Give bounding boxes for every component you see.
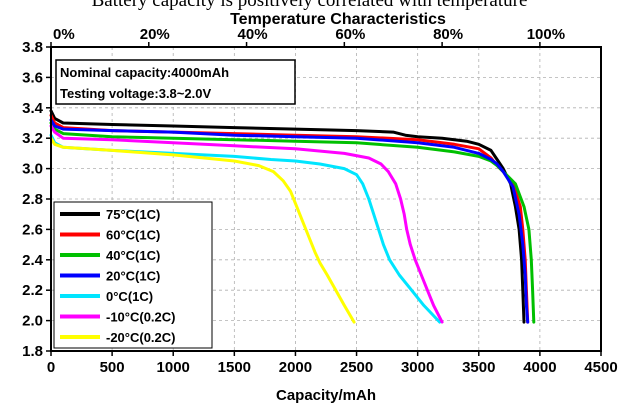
y-tick-label-3-4: 3.4 [22, 100, 44, 117]
y-tick-label-2-8: 2.8 [22, 191, 43, 208]
x-tick-label-1500: 1500 [218, 359, 251, 376]
annotation-nominal-capacity: Nominal capacity:4000mAh [60, 65, 229, 80]
x-tick-label-4500: 4500 [584, 359, 617, 376]
series-line-10degc-0-2c [49, 124, 444, 324]
top-tick-label-0: 0% [53, 26, 75, 43]
annotation-testing-voltage: Testing voltage:3.8~2.0V [60, 86, 211, 101]
x-tick-label-2500: 2500 [340, 359, 373, 376]
x-tick-label-1000: 1000 [157, 359, 190, 376]
x-axis-label: Capacity/mAh [276, 387, 376, 404]
annotation-frame [55, 59, 296, 105]
series-line-20degc-1c [49, 118, 530, 324]
axis-ticks [46, 42, 602, 356]
y-tick-labels: 1.8 2.0 2.2 2.4 2.6 2.8 3.0 3.2 3.4 3.6 3.8 [22, 39, 44, 360]
legend-label-40degc-1c: 40°C(1C) [106, 248, 160, 263]
chart-title: Temperature Characteristics [230, 11, 446, 28]
top-tick-label-60: 60% [335, 26, 365, 43]
x-tick-label-4000: 4000 [523, 359, 556, 376]
y-tick-label-2-6: 2.6 [22, 221, 43, 238]
x-tick-label-3000: 3000 [401, 359, 434, 376]
series-line-20degc-0-2c [49, 136, 356, 324]
legend-label-20degc-0-2c: -20°C(0.2C) [106, 330, 176, 345]
legend: 75°C(1C) 60°C(1C) 40°C(1C) 20°C(1C) 0°C(1C) -… [53, 201, 213, 349]
x-tick-label-2000: 2000 [279, 359, 312, 376]
y-tick-label-2-2: 2.2 [22, 282, 43, 299]
series-line-75degc-1c [49, 109, 526, 324]
y-tick-label-2-0: 2.0 [22, 313, 43, 330]
y-tick-label-3-8: 3.8 [22, 39, 43, 56]
y-tick-label-3-2: 3.2 [22, 130, 43, 147]
legend-label-10degc-0-2c: -10°C(0.2C) [106, 310, 176, 325]
legend-label-0degc-1c: 0°C(1C) [106, 289, 153, 304]
x-tick-label-500: 500 [100, 359, 125, 376]
top-tick-label-100: 100% [527, 26, 565, 43]
x-tick-label-3500: 3500 [462, 359, 495, 376]
annotation-box: Nominal capacity:4000mAh Testing voltage… [55, 59, 296, 105]
legend-label-20degc-1c: 20°C(1C) [106, 269, 160, 284]
y-tick-label-3-0: 3.0 [22, 161, 43, 178]
top-tick-label-40: 40% [238, 26, 268, 43]
x-tick-label-0: 0 [47, 359, 55, 376]
y-tick-label-2-4: 2.4 [22, 252, 44, 269]
y-tick-label-1-8: 1.8 [22, 343, 43, 360]
series-line-40degc-1c [49, 121, 536, 324]
top-tick-label-80: 80% [433, 26, 463, 43]
legend-label-60degc-1c: 60°C(1C) [106, 228, 160, 243]
series-lines [49, 109, 536, 324]
top-percent-tick-labels: 0% 20% 40% 60% 80% 100% [53, 26, 565, 43]
x-tick-labels: 0 500 1000 1500 2000 2500 3000 3500 4000 4500 [47, 359, 618, 376]
y-tick-label-3-6: 3.6 [22, 69, 43, 86]
top-tick-label-20: 20% [140, 26, 170, 43]
page-caption: Battery capacity is positively correlate… [91, 0, 528, 11]
legend-label-75degc-1c: 75°C(1C) [106, 207, 160, 222]
